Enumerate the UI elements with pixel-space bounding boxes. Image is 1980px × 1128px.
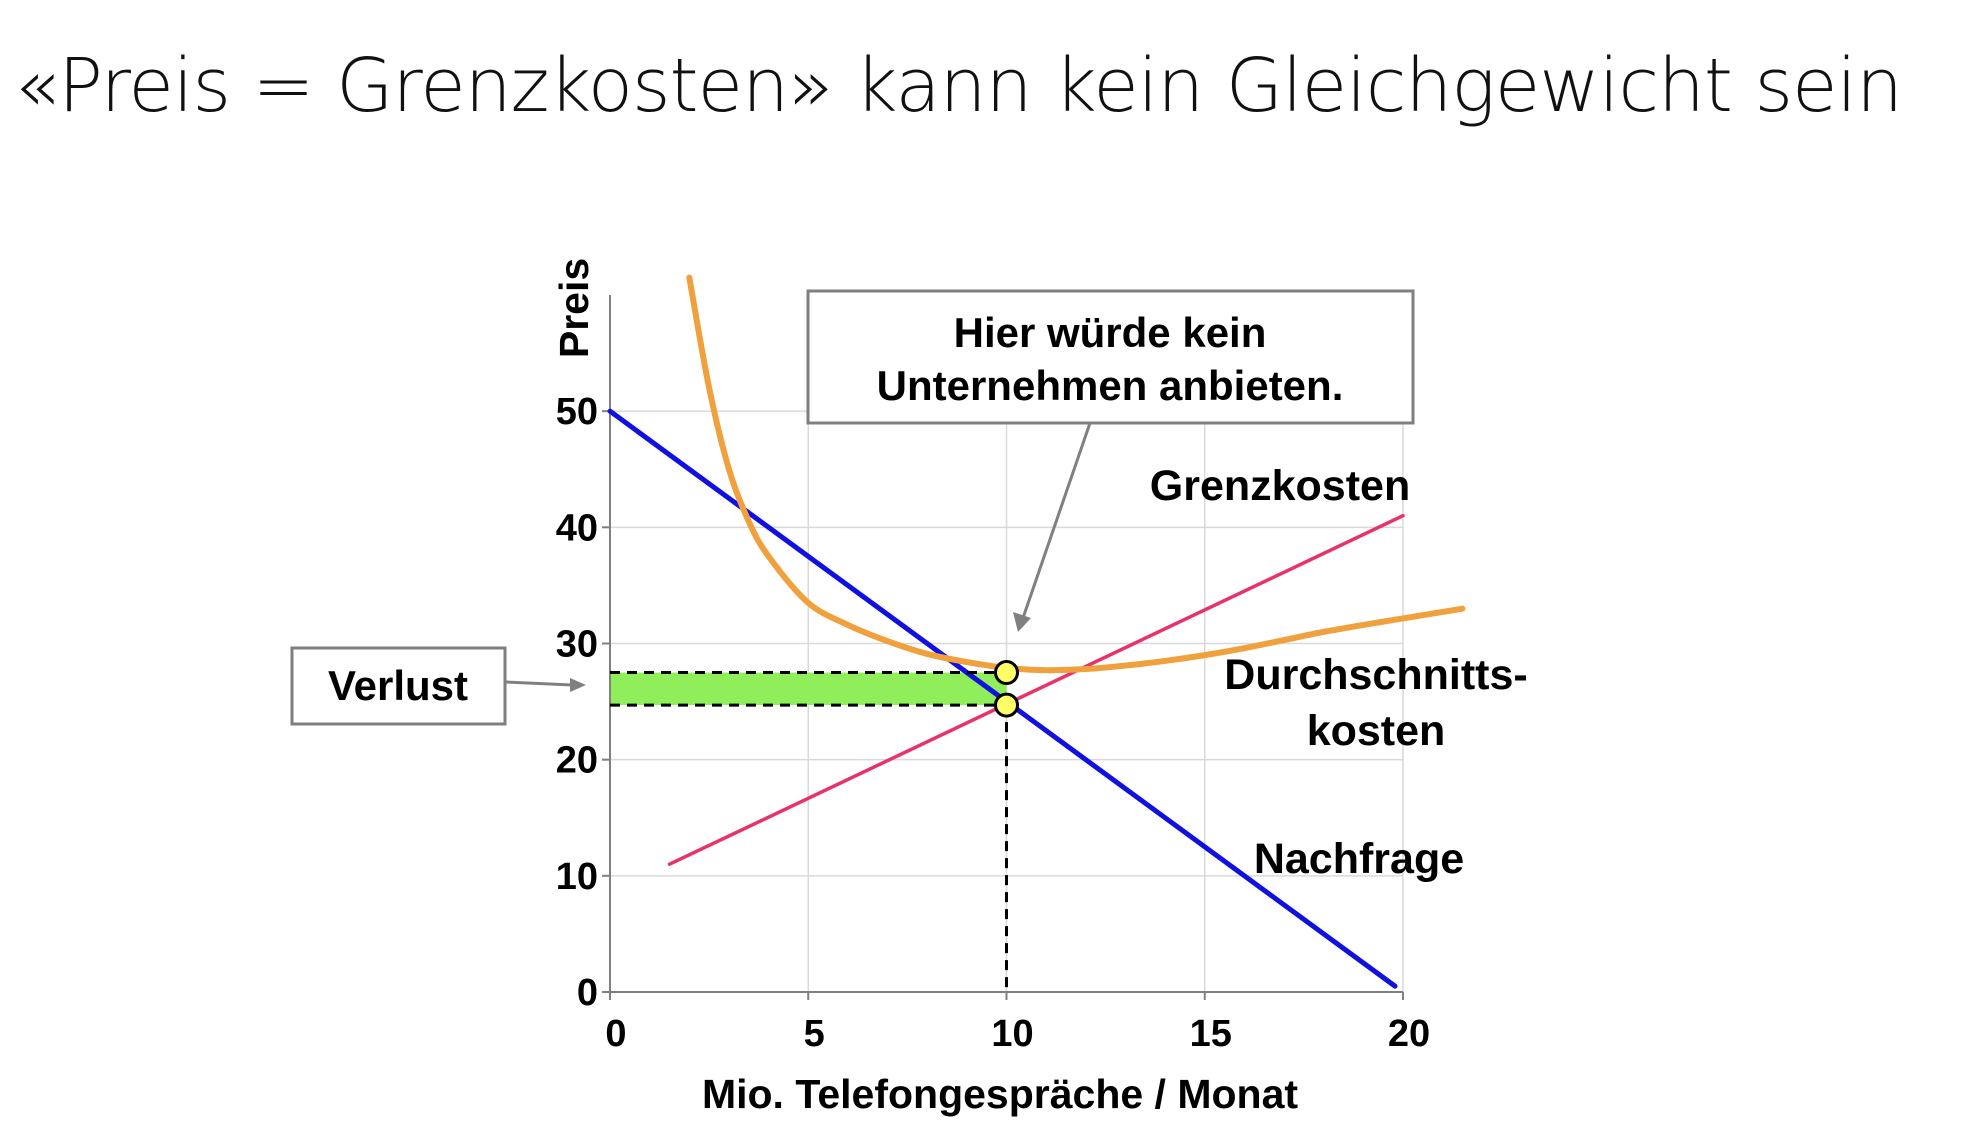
verlust-arrow-line: [504, 680, 573, 687]
x-tick-label: 5: [804, 1013, 825, 1055]
callout-box: [806, 289, 1415, 425]
tick-labels: 0 10 20 30 40 50 0 5 10 15 20: [556, 391, 1430, 1055]
y-tick-label: 0: [577, 972, 598, 1014]
guide-lines: [610, 671, 1008, 992]
data-point: [994, 660, 1019, 686]
callout-text-line2: Unternehmen anbieten.: [877, 362, 1344, 409]
slide-title: «Preis = Grenzkosten» kann kein Gleichge…: [14, 43, 1903, 129]
loss-area-layer: [610, 672, 1007, 706]
callout-text-line1: Hier würde kein: [954, 309, 1267, 356]
y-tick-label: 20: [556, 740, 598, 782]
callout-arrow-head: [1013, 612, 1031, 632]
series-line-grenzkosten: [667, 513, 1405, 866]
durchschnittskosten-label-line2: kosten: [1307, 707, 1446, 755]
loss-area: [610, 672, 1007, 706]
verlust-label: Verlust: [328, 662, 468, 709]
verlust-box: [290, 646, 507, 726]
y-tick-label: 40: [556, 507, 598, 549]
y-tick-label: 50: [556, 391, 598, 433]
points-layer: [994, 660, 1019, 718]
data-point: [994, 692, 1019, 718]
x-tick-label: 20: [1388, 1013, 1430, 1055]
nachfrage-label: Nachfrage: [1254, 835, 1464, 883]
x-axis-title: Mio. Telefongespräche / Monat: [702, 1071, 1298, 1117]
callout-arrow-line: [1021, 422, 1092, 619]
y-tick-label: 30: [556, 624, 598, 666]
x-tick-label: 10: [991, 1013, 1033, 1055]
y-tick-label: 10: [556, 856, 598, 898]
verlust-arrow-head: [570, 678, 586, 692]
x-tick-label: 0: [605, 1013, 626, 1055]
grenzkosten-label: Grenzkosten: [1150, 462, 1410, 510]
y-axis-title: Preis: [551, 258, 597, 358]
x-tick-label: 15: [1190, 1013, 1232, 1055]
durchschnittskosten-label-line1: Durchschnitts-: [1224, 651, 1527, 699]
